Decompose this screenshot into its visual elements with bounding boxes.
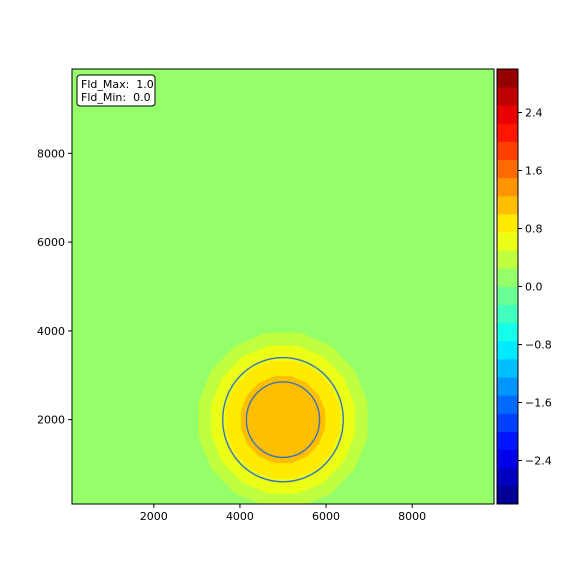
colorbar-band (497, 268, 518, 287)
colorbar-tick-label: 2.4 (525, 107, 543, 120)
x-tick-label: 8000 (398, 510, 426, 523)
info-box-frame (76, 74, 156, 107)
info-box-min: Fld_Min: 0.0 (81, 91, 151, 104)
colorbar: 2.4 1.6 0.8 0.0 −0.8 −1.6 −2.4 (496, 68, 552, 505)
colorbar-band (497, 431, 518, 451)
x-tick-label: 6000 (312, 510, 340, 523)
colorbar-tick-label: 0.0 (525, 281, 543, 294)
colorbar-band (497, 250, 518, 269)
colorbar-bands (497, 69, 518, 505)
contour-line-1 (222, 356, 344, 483)
y-tick-label: 2000 (37, 414, 65, 427)
colorbar-band (497, 286, 518, 306)
x-tick-label: 4000 (226, 510, 254, 523)
colorbar-band (497, 395, 518, 414)
colorbar-band (497, 195, 518, 215)
y-tick-label: 4000 (37, 325, 65, 338)
colorbar-band (497, 485, 518, 505)
colorbar-band (497, 377, 518, 396)
colorbar-band (497, 467, 518, 487)
colorbar-band (497, 69, 518, 88)
colorbar-band (497, 177, 518, 197)
colorbar-ticks: 2.4 1.6 0.8 0.0 −0.8 −1.6 −2.4 (518, 107, 552, 468)
colorbar-band (497, 159, 518, 179)
y-tick-label: 8000 (37, 147, 65, 160)
info-box: Fld_Max: 1.0 Fld_Min: 0.0 (76, 74, 156, 107)
info-box-max: Fld_Max: 1.0 (81, 78, 154, 91)
colorbar-band (497, 304, 518, 324)
colorbar-tick-label: −2.4 (525, 455, 552, 468)
colorbar-band (497, 141, 518, 161)
colorbar-band (497, 340, 518, 360)
y-axis: 2000 4000 6000 8000 (37, 147, 72, 427)
colorbar-tick-label: 1.6 (525, 165, 543, 178)
colorbar-band (497, 449, 518, 469)
colorbar-band (497, 123, 518, 142)
colorbar-band (497, 87, 518, 106)
colorbar-band (497, 214, 518, 233)
y-tick-label: 6000 (37, 236, 65, 249)
field-layer (72, 69, 494, 504)
colorbar-band (497, 105, 518, 124)
colorbar-tick-label: −1.6 (525, 397, 552, 410)
contour-layer (222, 356, 344, 483)
contour-line-2 (245, 381, 321, 459)
colorbar-tick-label: −0.8 (525, 339, 552, 352)
colorbar-band (497, 322, 518, 342)
colorbar-band (497, 359, 518, 378)
colorbar-band (497, 413, 518, 432)
x-axis: 2000 4000 6000 8000 (140, 504, 426, 523)
plot-frame (71, 68, 495, 505)
plot-area (71, 68, 495, 505)
colorbar-band (497, 232, 518, 251)
x-tick-label: 2000 (140, 510, 168, 523)
colorbar-tick-label: 0.8 (525, 223, 543, 236)
field-level-4 (240, 376, 326, 464)
